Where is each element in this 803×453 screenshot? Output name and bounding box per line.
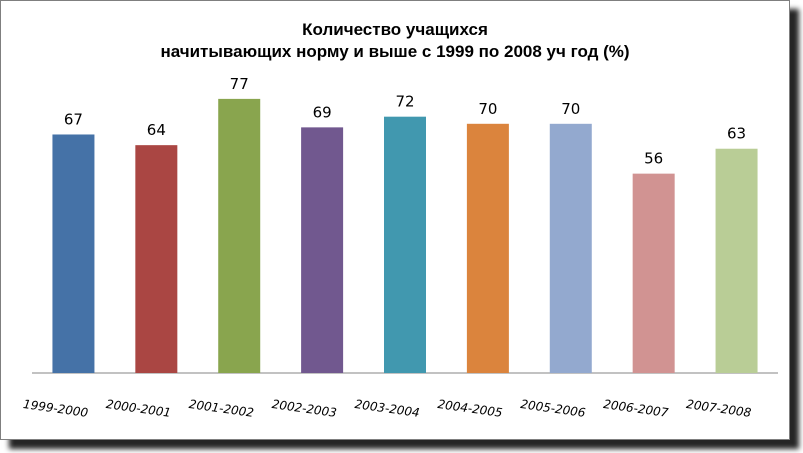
bar-2006-2007	[632, 173, 675, 373]
x-tick-label-2002-2003: 2002-2003	[271, 397, 338, 420]
chart-frame: Количество учащихся начитывающих норму и…	[0, 0, 790, 440]
data-label-2000-2001: 64	[147, 121, 166, 139]
bar-2007-2008	[715, 148, 758, 373]
chart-title: Количество учащихся начитывающих норму и…	[1, 19, 789, 63]
bar-2005-2006	[549, 123, 592, 373]
x-tick-label-2006-2007: 2006-2007	[602, 397, 669, 420]
data-label-2005-2006: 70	[561, 100, 580, 118]
data-label-2007-2008: 63	[727, 125, 746, 143]
bar-2001-2002	[218, 98, 261, 373]
x-tick-label-1999-2000: 1999-2000	[22, 397, 89, 420]
x-tick-label-2000-2001: 2000-2001	[105, 397, 172, 420]
x-tick-label-2005-2006: 2005-2006	[520, 397, 587, 420]
data-label-2002-2003: 69	[313, 103, 332, 121]
bar-2004-2005	[466, 123, 509, 373]
data-label-2004-2005: 70	[478, 100, 497, 118]
x-tick-label-2004-2005: 2004-2005	[437, 397, 504, 420]
chart-title-line2: начитывающих норму и выше с 1999 по 2008…	[160, 42, 630, 61]
x-tick-label-2001-2002: 2001-2002	[188, 397, 255, 420]
data-label-1999-2000: 67	[64, 110, 83, 128]
chart-title-line1: Количество учащихся	[302, 20, 488, 39]
data-label-2001-2002: 77	[230, 75, 249, 93]
bar-2003-2004	[384, 116, 426, 374]
data-label-2006-2007: 56	[644, 150, 663, 168]
data-label-2003-2004: 72	[395, 93, 414, 111]
x-tick-label-2003-2004: 2003-2004	[354, 397, 421, 420]
x-tick-label-2007-2008: 2007-2008	[685, 397, 752, 420]
bar-2000-2001	[135, 145, 178, 373]
bar-1999-2000	[52, 134, 95, 373]
bar-chart: 67 1999-2000 64 2000-2001 77 2001-2002 69 2002-…	[22, 75, 778, 420]
bar-2002-2003	[301, 127, 344, 373]
